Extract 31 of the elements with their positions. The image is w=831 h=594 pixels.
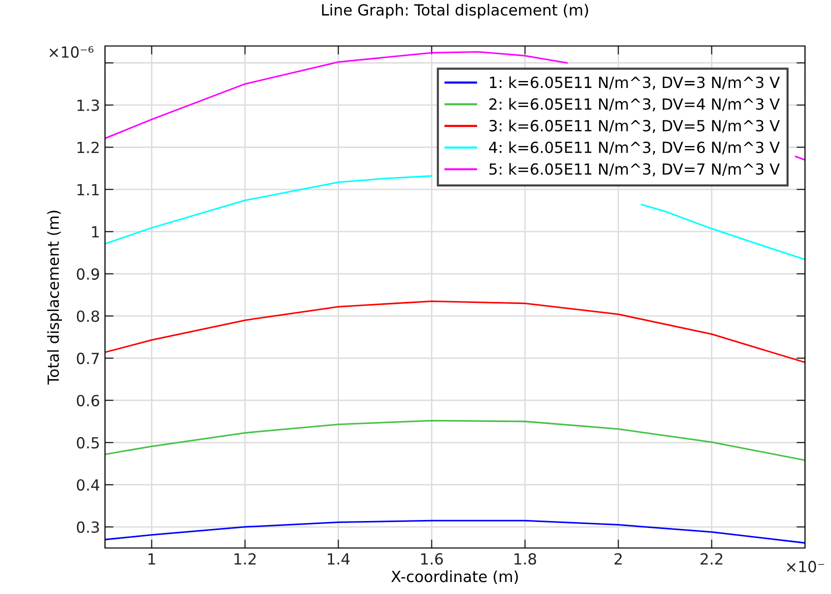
x-tick-label: 1.2	[234, 553, 256, 564]
x-tick-label: 2	[614, 553, 622, 564]
x-axis-title: X-coordinate (m)	[391, 570, 518, 584]
y-tick-label: 0.4	[76, 479, 100, 491]
line-series	[105, 520, 805, 544]
y-tick-label: 0.5	[76, 437, 99, 449]
y-tick-label: 0.9	[76, 268, 100, 280]
x-tick-label: 1.8	[514, 553, 536, 565]
y-tick-label: 0.8	[76, 310, 100, 322]
y-tick-label: 1.2	[78, 142, 99, 154]
line-series	[105, 300, 805, 364]
x-tick-label: 1.4	[328, 553, 350, 564]
x-tick-label: 2.2	[700, 553, 722, 564]
y-tick-label: 1.3	[78, 100, 99, 112]
y-tick-label: 0.3	[76, 521, 99, 533]
legend-label: 3: k=6.05E11 N/m^3, DV=5 N/m^3 V	[489, 120, 780, 134]
line-series	[105, 420, 805, 462]
text: ×10⁻⁶	[50, 46, 94, 58]
text: ×10⁻	[786, 560, 824, 572]
y-tick-label: 1	[92, 226, 99, 238]
legend-label: 4: k=6.05E11 N/m^3, DV=6 N/m^3 V	[489, 141, 780, 155]
chart-title: Line Graph: Total displacement (m)	[322, 4, 588, 19]
legend-label: 5: k=6.05E11 N/m^3, DV=7 N/m^3 V	[489, 162, 780, 176]
y-tick-label: 0.6	[76, 394, 100, 406]
x-tick-label: 1.6	[421, 553, 443, 565]
y-tick-label: 1.1	[78, 184, 99, 196]
x-tick-label: 1	[148, 553, 156, 564]
legend-label: 2: k=6.05E11 N/m^3, DV=4 N/m^3 V	[489, 98, 780, 112]
legend-label: 1: k=6.05E11 N/m^3, DV=3 N/m^3 V	[490, 76, 780, 90]
y-axis-title: Total displacement (m)	[47, 210, 62, 385]
y-tick-label: 0.7	[76, 352, 99, 364]
